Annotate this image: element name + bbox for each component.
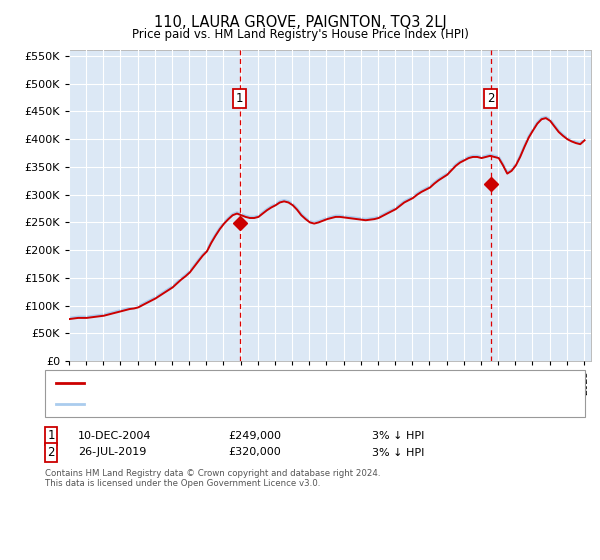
Text: 26-JUL-2019: 26-JUL-2019 [78, 447, 146, 458]
Text: 110, LAURA GROVE, PAIGNTON, TQ3 2LJ: 110, LAURA GROVE, PAIGNTON, TQ3 2LJ [154, 15, 446, 30]
Text: 1: 1 [47, 429, 55, 442]
Text: HPI: Average price, detached house, Torbay: HPI: Average price, detached house, Torb… [90, 399, 317, 409]
Text: Contains HM Land Registry data © Crown copyright and database right 2024.
This d: Contains HM Land Registry data © Crown c… [45, 469, 380, 488]
Text: £249,000: £249,000 [228, 431, 281, 441]
Text: 1: 1 [236, 92, 244, 105]
Text: £320,000: £320,000 [228, 447, 281, 458]
Text: 2: 2 [47, 446, 55, 459]
Text: 2: 2 [487, 92, 494, 105]
Text: Price paid vs. HM Land Registry's House Price Index (HPI): Price paid vs. HM Land Registry's House … [131, 28, 469, 41]
Text: 3% ↓ HPI: 3% ↓ HPI [372, 431, 424, 441]
Text: 3% ↓ HPI: 3% ↓ HPI [372, 447, 424, 458]
Text: 110, LAURA GROVE, PAIGNTON, TQ3 2LJ (detached house): 110, LAURA GROVE, PAIGNTON, TQ3 2LJ (det… [90, 378, 393, 388]
Text: 10-DEC-2004: 10-DEC-2004 [78, 431, 151, 441]
